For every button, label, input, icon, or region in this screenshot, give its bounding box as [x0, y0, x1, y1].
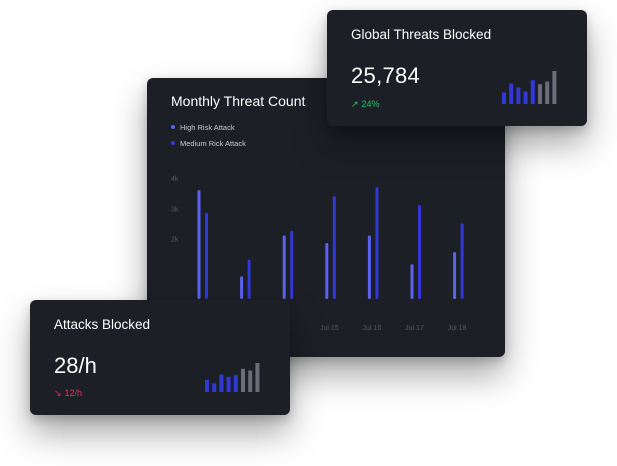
chart-bar [418, 205, 421, 299]
chart-bar [197, 190, 201, 299]
attacks-blocked-value: 28/h [54, 353, 97, 378]
attacks-blocked-delta-text: 12/h [64, 388, 83, 398]
global-threats-delta: ↗ 24% [351, 99, 380, 110]
global-threats-value: 25,784 [351, 63, 421, 88]
y-tick-label: 3k [171, 206, 179, 213]
sparkline-bar [255, 363, 260, 392]
attacks-blocked-title: Attacks Blocked [54, 317, 151, 332]
sparkline-bar [545, 81, 550, 104]
sparkline-bar [509, 83, 514, 104]
sparkline-bar [219, 374, 224, 392]
chart-legend: High Risk Attack Medium Rick Attack [171, 123, 246, 155]
chart-bar [332, 196, 336, 299]
sparkline-bar [233, 375, 238, 392]
trend-down-icon: ↘ [54, 388, 62, 398]
global-threats-sparkline [502, 71, 557, 104]
chart-bar [367, 235, 371, 299]
attacks-blocked-delta: ↘ 12/h [54, 388, 82, 399]
sparkline-bar [552, 71, 557, 104]
sparkline-bar [530, 80, 535, 104]
x-tick-label: Jul 16 [363, 325, 382, 332]
global-threats-title: Global Threats Blocked [351, 27, 492, 42]
trend-up-icon: ↗ [351, 99, 359, 109]
sparkline-bar [502, 92, 506, 104]
chart-bar [205, 212, 208, 299]
chart-bar [240, 276, 244, 299]
attacks-blocked-sparkline [205, 363, 260, 392]
y-tick-label: 2k [171, 237, 179, 244]
legend-label-high-risk: High Risk Attack [180, 122, 235, 132]
attacks-blocked-card: Attacks Blocked 28/h ↘ 12/h [30, 300, 290, 415]
chart-bar [375, 187, 379, 299]
global-threats-delta-text: 24% [361, 99, 380, 109]
sparkline-bar [538, 84, 542, 104]
x-tick-label: Jul 15 [320, 325, 339, 332]
legend-label-medium-risk: Medium Rick Attack [180, 138, 246, 148]
sparkline-bar [523, 91, 528, 104]
chart-bar [410, 264, 414, 299]
chart-bar [282, 235, 286, 299]
sparkline-bar [248, 370, 253, 392]
chart-bar [247, 259, 251, 299]
x-tick-label: Jul 18 [448, 325, 467, 332]
sparkline-bar [241, 368, 245, 392]
chart-bar [290, 230, 294, 299]
legend-dot-high-risk [171, 125, 175, 129]
sparkline-bar [226, 376, 231, 392]
legend-item-high-risk: High Risk Attack [171, 122, 246, 132]
global-threats-card: Global Threats Blocked 25,784 ↗ 24% [327, 10, 587, 126]
sparkline-bar [516, 87, 521, 104]
y-tick-label: 4k [171, 176, 179, 183]
sparkline-bar [205, 379, 209, 392]
legend-item-medium-risk: Medium Rick Attack [171, 138, 246, 148]
sparkline-bar [212, 383, 217, 392]
chart-bar [460, 223, 464, 299]
chart-bar [325, 243, 329, 299]
legend-dot-medium-risk [171, 141, 175, 145]
monthly-threat-title: Monthly Threat Count [171, 93, 306, 109]
x-tick-label: Jul 17 [405, 325, 424, 332]
chart-bar [453, 252, 457, 299]
